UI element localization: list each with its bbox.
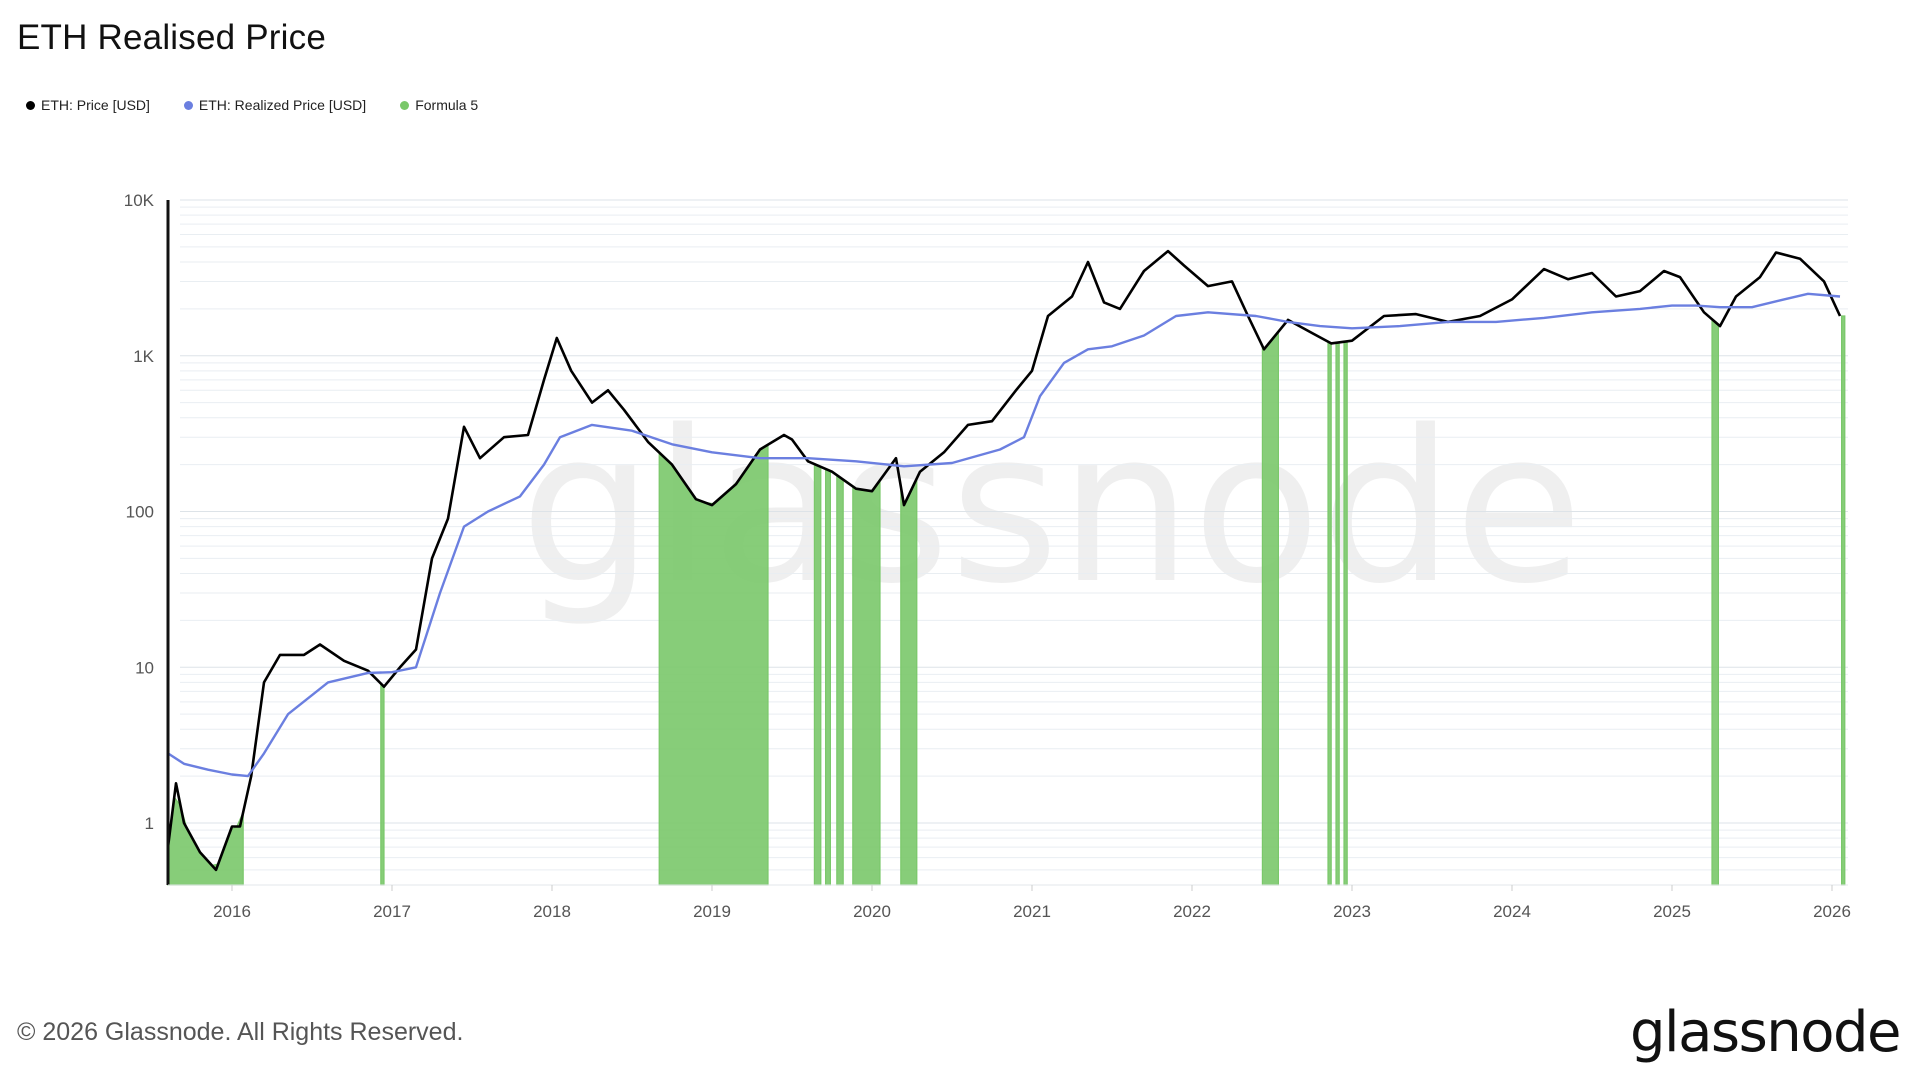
formula-5-band bbox=[1327, 340, 1332, 886]
price-line bbox=[166, 249, 1842, 872]
legend-item-price[interactable]: ETH: Price [USD] bbox=[26, 97, 150, 113]
x-tick-label: 2017 bbox=[373, 902, 411, 921]
formula-5-band bbox=[1711, 317, 1719, 886]
copyright-footer: © 2026 Glassnode. All Rights Reserved. bbox=[17, 1018, 464, 1046]
legend-item-realized-price[interactable]: ETH: Realized Price [USD] bbox=[183, 97, 367, 113]
formula-5-band bbox=[900, 478, 918, 886]
formula-5-band bbox=[1841, 315, 1846, 886]
x-tick-label: 2024 bbox=[1493, 902, 1531, 921]
formula-5-band bbox=[852, 478, 881, 886]
formula-5-band bbox=[1261, 329, 1279, 886]
x-tick-label: 2018 bbox=[533, 902, 571, 921]
y-tick-label: 1 bbox=[145, 814, 154, 833]
formula-5-band bbox=[836, 473, 844, 886]
formula-5-band bbox=[380, 682, 385, 886]
y-tick-label: 10 bbox=[135, 658, 154, 677]
legend-label-realized-price: ETH: Realized Price [USD] bbox=[198, 97, 367, 113]
glassnode-logo: glassnode bbox=[1629, 1000, 1902, 1065]
y-tick-label: 1K bbox=[133, 347, 154, 366]
formula-5-band bbox=[167, 795, 244, 886]
x-tick-label: 2026 bbox=[1813, 902, 1851, 921]
x-tick-label: 2019 bbox=[693, 902, 731, 921]
chart-axes: 1 10 100 1K 10K 2016 2017 2018 2019 2020 2021 2022 2… bbox=[124, 191, 1851, 921]
x-tick-label: 2025 bbox=[1653, 902, 1691, 921]
x-tick-label: 2020 bbox=[853, 902, 891, 921]
legend-item-formula-5[interactable]: Formula 5 bbox=[400, 97, 478, 113]
y-tick-label: 100 bbox=[126, 503, 154, 522]
formula-5-band bbox=[813, 463, 822, 886]
x-tick-label: 2022 bbox=[1173, 902, 1211, 921]
legend-dot-realized-icon bbox=[183, 100, 193, 110]
x-tick-label: 2016 bbox=[213, 902, 251, 921]
formula-5-band bbox=[658, 443, 769, 886]
legend-label-price: ETH: Price [USD] bbox=[41, 97, 150, 113]
legend-dot-formula-icon bbox=[400, 100, 410, 110]
y-tick-label: 10K bbox=[124, 191, 155, 210]
legend: ETH: Price [USD] ETH: Realized Price [US… bbox=[26, 97, 478, 113]
x-tick-label: 2023 bbox=[1333, 902, 1371, 921]
legend-dot-price-icon bbox=[26, 100, 35, 110]
realized-price-line bbox=[167, 292, 1841, 778]
formula-5-band bbox=[1335, 341, 1340, 886]
formula-5-band bbox=[825, 468, 831, 886]
legend-label-formula-5: Formula 5 bbox=[415, 97, 479, 113]
formula-5-band bbox=[1343, 340, 1348, 886]
chart-lines bbox=[166, 249, 1842, 872]
page-title: ETH Realised Price bbox=[17, 18, 326, 57]
x-tick-label: 2021 bbox=[1013, 902, 1051, 921]
